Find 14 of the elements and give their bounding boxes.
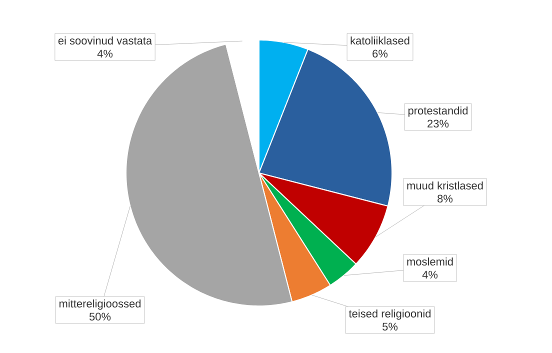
slice-label: teised religioonid: [348, 309, 431, 320]
data-label: 8%: [438, 194, 453, 203]
data-label: 4%: [97, 50, 113, 58]
data-label: 23%: [428, 120, 449, 128]
slice-label: moslemid: [407, 257, 453, 266]
slice-label: katoliiklased: [350, 36, 410, 45]
slice-label: ei soovinud vastata: [58, 36, 152, 45]
slice-label: protestandid: [408, 106, 468, 117]
data-label: 5%: [382, 322, 398, 331]
data-label: 6%: [372, 50, 388, 58]
data-label: 4%: [422, 270, 438, 279]
slice-label: muud kristlased: [407, 181, 483, 190]
data-label: 50%: [89, 312, 111, 321]
slice-label: mittereligioossed: [59, 299, 141, 310]
